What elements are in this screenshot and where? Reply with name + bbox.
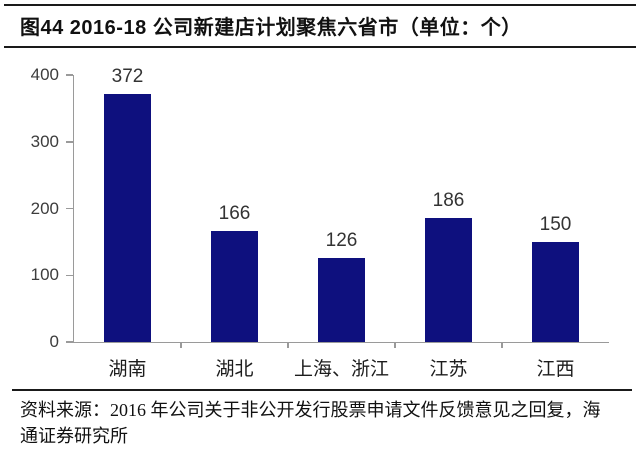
source-line-1: 资料来源：2016 年公司关于非公开发行股票申请文件反馈意见之回复，海 [20,400,601,420]
bar-value-label: 372 [111,65,144,87]
y-axis-tick-label: 0 [49,332,59,351]
x-axis-category-label: 湖南 [108,359,147,380]
bar-5 [532,241,579,342]
divider-line [12,389,632,391]
y-axis-tick [66,141,73,143]
y-axis-tick [66,341,73,343]
y-axis-tick-label: 300 [30,131,59,151]
x-axis-tick [287,342,289,348]
bar-value-label: 186 [432,189,465,211]
x-axis-tick [180,342,182,348]
bar-value-label: 150 [539,213,572,235]
bar-2 [211,231,258,342]
y-axis-tick-label: 200 [30,198,59,218]
bar-value-label: 126 [325,229,358,251]
source-note: 资料来源：2016 年公司关于非公开发行股票申请文件反馈意见之回复，海 通证券研… [20,397,626,449]
x-axis-category-label: 上海、浙江 [293,359,389,380]
x-axis-category-label: 江西 [536,359,575,380]
y-axis-tick [66,274,73,276]
chart-title: 图44 2016-18 公司新建店计划聚焦六省市（单位：个） [4,4,636,48]
y-axis-tick-label: 100 [30,265,59,285]
bar-4 [425,217,472,342]
y-axis-tick-label: 400 [30,65,59,84]
x-axis-category-label: 江苏 [429,359,468,380]
x-axis-tick [394,342,396,348]
bar-1 [104,93,151,342]
bar-value-label: 166 [218,203,251,225]
x-axis-tick [501,342,503,348]
x-axis-category-label: 湖北 [215,359,254,380]
plot-area: 0 100 200 300 400 372 湖南 166 湖北 126 上海、浙江 186 江苏 150 江… [31,66,609,380]
bar-3 [318,257,365,342]
y-axis-tick [66,207,73,210]
source-line-2: 通证券研究所 [20,426,128,446]
y-axis-tick [66,74,73,76]
